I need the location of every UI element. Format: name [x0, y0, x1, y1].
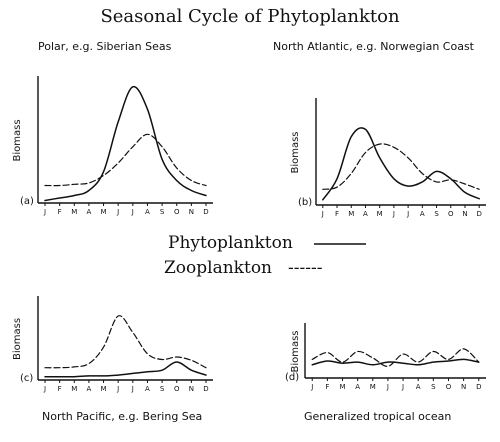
x-tick-label: J: [43, 208, 46, 216]
legend-label-zooplankton: Zooplankton: [164, 258, 272, 278]
y-axis-label: Biomass: [290, 330, 301, 372]
x-tick-label: J: [116, 385, 119, 393]
x-tick-label: A: [145, 208, 150, 216]
series-line-phytoplankton: [311, 358, 480, 366]
panel-title: Generalized tropical ocean: [304, 410, 451, 423]
x-tick-label: A: [363, 210, 368, 218]
x-tick-label: A: [145, 385, 150, 393]
legend-swatch-zooplankton: ------: [288, 258, 322, 278]
x-tick-label: M: [101, 385, 107, 393]
x-tick-label: D: [477, 210, 482, 218]
x-tick-label: J: [43, 385, 46, 393]
x-tick-label: D: [476, 383, 481, 391]
series-line-phytoplankton: [44, 361, 207, 378]
x-tick-label: N: [189, 208, 194, 216]
panel-tag: (a): [20, 196, 34, 207]
x-tick-label: N: [189, 385, 194, 393]
x-tick-label: F: [58, 385, 62, 393]
series-line-phytoplankton: [322, 127, 480, 201]
x-tick-label: S: [160, 385, 165, 393]
series-line-zooplankton: [311, 348, 480, 367]
x-tick-label: A: [416, 383, 421, 391]
figure-legend: Phytoplankton Zooplankton ------: [164, 233, 366, 278]
x-tick-label: F: [58, 208, 62, 216]
x-tick-label: A: [87, 208, 92, 216]
x-tick-label: D: [203, 385, 208, 393]
x-tick-label: O: [448, 210, 454, 218]
x-tick-label: S: [160, 208, 165, 216]
x-tick-label: N: [462, 210, 467, 218]
series-line-phytoplankton: [44, 85, 207, 202]
y-axis-label: Biomass: [12, 318, 23, 360]
x-tick-label: O: [446, 383, 452, 391]
y-axis-label: Biomass: [290, 131, 301, 173]
x-tick-label: J: [321, 210, 324, 218]
panel-tropical: Generalized tropical ocean Biomass(d) J F M…: [285, 323, 486, 423]
panel-title: North Pacific, e.g. Bering Sea: [42, 410, 202, 423]
panel-tag: (d): [285, 372, 299, 383]
x-tick-label: A: [87, 385, 92, 393]
x-tick-label: J: [131, 208, 134, 216]
panel-title: North Atlantic, e.g. Norwegian Coast: [273, 40, 475, 53]
x-tick-label: J: [401, 383, 404, 391]
x-tick-label: J: [116, 208, 119, 216]
panel-tag: (b): [298, 197, 312, 208]
x-tick-label: J: [310, 383, 313, 391]
x-tick-label: N: [461, 383, 466, 391]
series-line-zooplankton: [44, 133, 207, 187]
panel-title: Polar, e.g. Siberian Seas: [38, 40, 172, 53]
x-tick-label: M: [71, 385, 77, 393]
x-tick-label: F: [325, 383, 329, 391]
x-tick-label: D: [203, 208, 208, 216]
x-tick-label: M: [71, 208, 77, 216]
panel-tag: (c): [20, 373, 33, 384]
x-tick-label: M: [101, 208, 107, 216]
x-tick-label: M: [348, 210, 354, 218]
x-tick-label: O: [174, 208, 180, 216]
x-tick-label: J: [406, 210, 409, 218]
x-tick-label: F: [335, 210, 339, 218]
x-tick-label: A: [355, 383, 360, 391]
legend-label-phytoplankton: Phytoplankton: [168, 233, 293, 253]
x-tick-label: J: [386, 383, 389, 391]
x-tick-label: S: [434, 210, 439, 218]
panel-north-pacific: North Pacific, e.g. Bering Sea Biomass (c…: [12, 296, 213, 423]
x-tick-label: A: [420, 210, 425, 218]
x-tick-label: S: [431, 383, 436, 391]
panel-polar: Polar, e.g. Siberian Seas Biomass (a) J F M A…: [12, 40, 213, 216]
x-tick-label: M: [370, 383, 376, 391]
x-tick-label: O: [174, 385, 180, 393]
series-line-zooplankton: [44, 315, 207, 369]
x-tick-label: M: [377, 210, 383, 218]
x-tick-label: J: [392, 210, 395, 218]
y-axis-label: Biomass: [12, 119, 23, 161]
x-tick-label: M: [339, 383, 345, 391]
series-line-zooplankton: [322, 143, 480, 190]
panel-north-atlantic: North Atlantic, e.g. Norwegian Coast Bio…: [273, 40, 486, 218]
figure-title: Seasonal Cycle of Phytoplankton: [100, 6, 399, 27]
x-tick-label: J: [131, 385, 134, 393]
